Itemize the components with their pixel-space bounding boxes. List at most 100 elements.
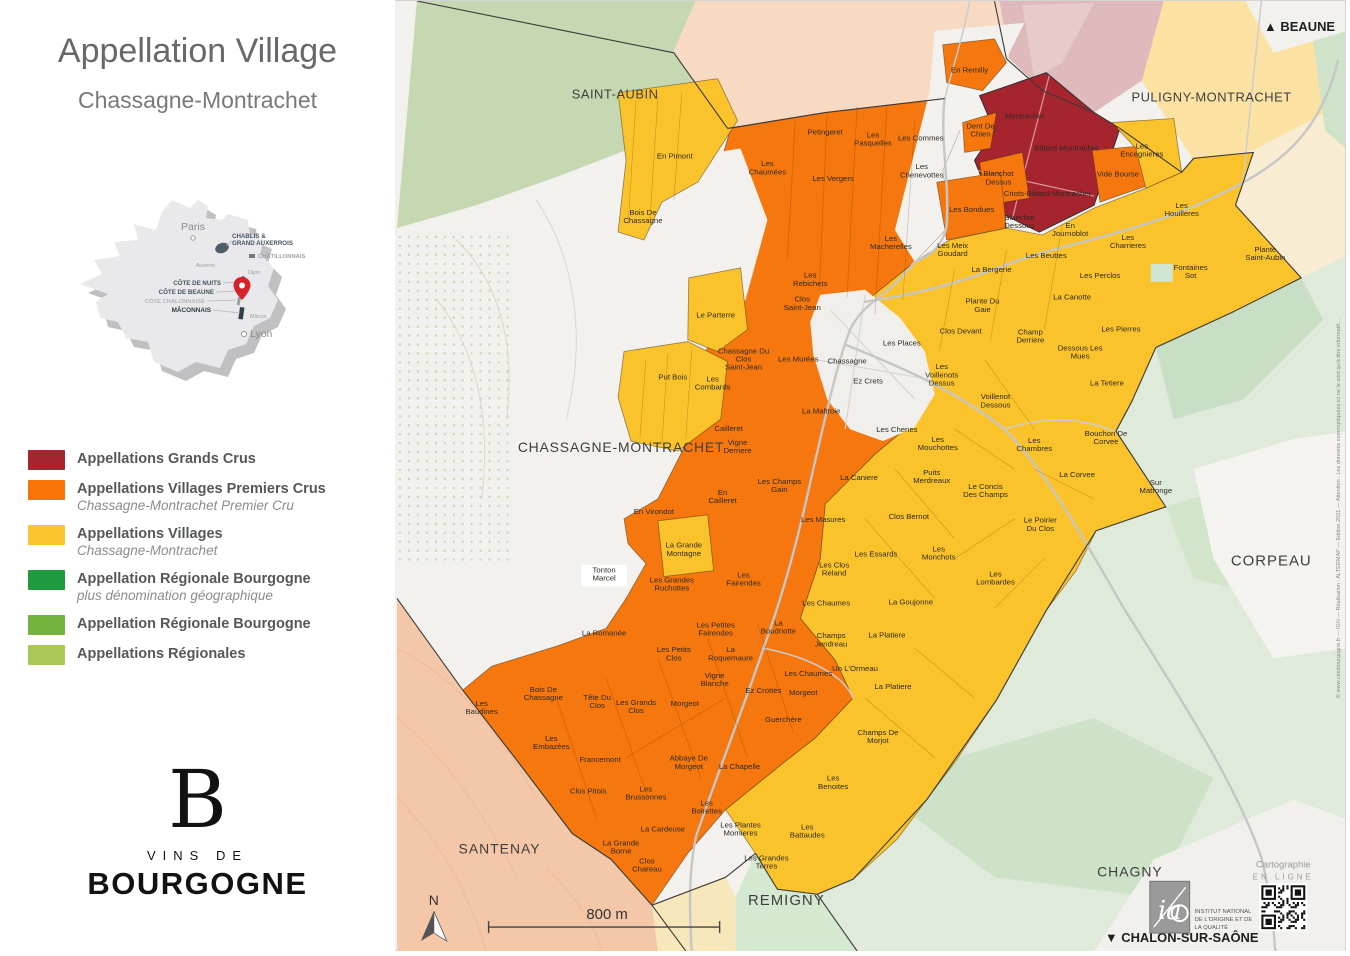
- parcel-label: Un L'Ormeau: [832, 664, 878, 673]
- village-built-area: [810, 289, 935, 442]
- parcel-label: Petingeret: [808, 127, 844, 136]
- parcel-label: Champ Derriere: [1016, 327, 1044, 344]
- parcel-label: Les Macherelles: [870, 234, 912, 251]
- parcel-label: Guerchère: [765, 715, 802, 724]
- inset-label: MÂCONNAIS: [172, 305, 212, 314]
- parcel-label: Bâtard-Montrachet: [1034, 143, 1099, 152]
- inset-label: Mâcon: [250, 314, 267, 320]
- parcel-label: La Bergerie: [971, 265, 1011, 274]
- logo-monogram: B: [168, 753, 227, 846]
- parcel-label: Les Chaumes: [784, 669, 832, 678]
- legend-item: Appellation Régionale Bourgogne plus déno…: [28, 570, 388, 605]
- parcel-label: Chassagne: [827, 356, 866, 365]
- parcel-label: Les Perclos: [1080, 271, 1121, 280]
- premier-cru-patch: [936, 171, 1007, 241]
- legend-label: Appellation Régionale Bourgogne: [77, 616, 311, 632]
- parcel-label: Les Masures: [801, 515, 845, 524]
- parcel-label: Bouchon De Corvee: [1085, 429, 1128, 446]
- parcel-label: Les Plantes Momieres: [720, 820, 761, 837]
- parcel-label: Les Petites Fairendes: [696, 620, 734, 637]
- parcel-label: Ez Crottés: [745, 686, 781, 695]
- parcel-label: Cailleret: [714, 424, 743, 433]
- parcel-label: Dessous Les Mues: [1058, 343, 1103, 360]
- parcel-label: Les Petits Clos: [657, 645, 691, 662]
- vins-de-bourgogne-logo: B VINS DE BOURGOGNE: [0, 760, 395, 902]
- parcel-label: Tête Du Clos: [583, 693, 611, 710]
- parcel-label: La Platiere: [868, 630, 905, 639]
- parcel-label: Les Grandes Ruchottes: [650, 575, 694, 592]
- parcel-label: Les Baudines: [465, 699, 497, 716]
- parcel-label: Abbaye De Morgeot: [670, 754, 708, 771]
- parcel-label: Bois De Chassagne: [623, 208, 662, 225]
- parcel-label: Put Bois: [658, 372, 687, 381]
- parcel-label: Les Beuttes: [1026, 251, 1067, 260]
- premier-cru-patch: [962, 111, 997, 153]
- inset-label: Dijon: [248, 270, 261, 276]
- parcel-label: Champs De Morjot: [858, 728, 899, 745]
- parcel-label: Le Poirier Du Clos: [1024, 516, 1058, 533]
- roads: [688, 0, 1340, 953]
- parcel-label: Les Monchots: [922, 545, 956, 562]
- parcel-label: Les Chaumées: [749, 159, 787, 176]
- parcel-label: Blanchot Dessous: [1004, 213, 1035, 230]
- edge-label: ▼ CHALON-SUR-SAÔNE: [1105, 930, 1259, 945]
- contour-lines: [396, 199, 747, 952]
- parcel-label: Les Encegnieres: [1120, 141, 1163, 158]
- parcel-label: Vide Bourse: [1097, 169, 1139, 178]
- france-inset-labels: Paris CHABLIS &GRAND AUXERROIS Auxerre CHÂT…: [145, 221, 306, 340]
- parcel-label: Dent De Chien: [966, 121, 994, 138]
- parcel-label: Les Pasquelles: [854, 130, 892, 147]
- villages-patch: [617, 341, 729, 452]
- parcel-label: Les Chambres: [1016, 436, 1052, 453]
- parcel-label: Les Murées: [778, 354, 819, 363]
- parcel-label: Clos Saint-Jean: [784, 295, 821, 312]
- inao-caption-2: DE L'ORIGINE ET DE: [1195, 917, 1253, 923]
- map-panel: En Remilly Dent De Chien Montrachet Bâtard-M…: [395, 0, 1348, 953]
- commune-boundaries: [396, 0, 1302, 952]
- legend-label: Appellations Régionales: [77, 646, 246, 662]
- parcel-label: Les Places: [883, 339, 921, 348]
- scale-bar: 800 m: [487, 906, 721, 934]
- commune-label: CORPEAU: [1231, 553, 1312, 570]
- parcel-label: La Boudriotte: [761, 618, 796, 635]
- parcel-label: En Virondot: [634, 507, 675, 516]
- parcel-label: La Corvee: [1059, 470, 1095, 479]
- qr-code[interactable]: [1259, 883, 1308, 932]
- parcel-label: Les Commes: [898, 133, 944, 142]
- parcel-label: Les Grandes Terres: [744, 853, 788, 870]
- inset-label: Lyon: [250, 328, 273, 340]
- parcel-label: Plante Du Gaie: [966, 297, 1000, 314]
- map-svg: En Remilly Dent De Chien Montrachet Bâtard-M…: [396, 0, 1348, 953]
- parcel-label: La Romanée: [582, 628, 626, 637]
- parcel-label: Les Clos Reland: [819, 561, 849, 578]
- parcel-label: Les Boirettes: [691, 799, 722, 816]
- commune-label: SANTENAY: [459, 840, 541, 856]
- inset-label: CÔTE DE BEAUNE: [159, 288, 214, 296]
- parcel-label: En Pimont: [657, 151, 694, 160]
- parcel-label: Les Brussonnes: [625, 785, 666, 802]
- parcel-label: La Grande Borne: [603, 838, 640, 855]
- france-map-svg: Paris CHABLIS &GRAND AUXERROIS Auxerre CHÂT…: [80, 200, 306, 381]
- parcel-label: Les Voillenots Dessus: [925, 362, 958, 387]
- parcel-label: Les Pierres: [1101, 325, 1140, 334]
- parcel-label: La Cardeuse: [641, 825, 685, 834]
- parcel-label: Les Combards: [695, 374, 731, 391]
- leader-lines: [206, 240, 241, 314]
- parcel-label: Le Parterre: [696, 311, 735, 320]
- parcel-label: Les Houilleres: [1164, 201, 1199, 218]
- parcel-label: Les Battaudes: [790, 822, 825, 839]
- inset-label: CÔTE DE NUITS: [173, 279, 221, 287]
- villages-patch: [687, 267, 748, 352]
- north-label: N: [429, 892, 439, 908]
- parcel-label: Les Chenevottes: [900, 162, 944, 179]
- parcel-label: La Caniere: [840, 473, 878, 482]
- inao-caption-3: LA QUALITÉ: [1195, 924, 1229, 931]
- parcel-label: Les Rebichets: [793, 271, 828, 288]
- parcel-label: Les Chenes: [876, 425, 917, 434]
- carto-en-ligne-link[interactable]: Cartographie EN LIGNE: [1253, 859, 1314, 932]
- parcel-label: Les Fairendes: [726, 570, 761, 587]
- parcel-label: La Maltroie: [802, 406, 840, 415]
- legend-item: Appellations Grands Crus: [28, 450, 388, 470]
- premier-cru-patch: [942, 38, 1007, 92]
- commune-labels: SAINT-AUBIN PULIGNY-MONTRACHET CHASSAGNE-M…: [459, 87, 1312, 910]
